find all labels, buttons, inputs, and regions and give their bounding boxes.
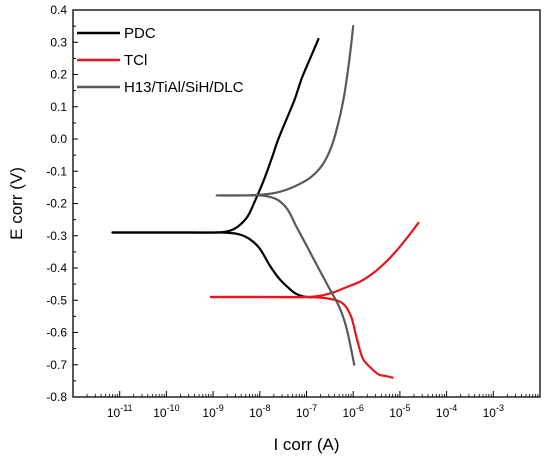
series-line-h13-tial-sih-dlc-branch-2 [215, 25, 355, 197]
y-tick-label: 0.0 [50, 132, 67, 146]
y-tick-label: -0.4 [46, 261, 67, 275]
series-line-pdc-branch-2 [111, 37, 320, 234]
legend: PDC TCl H13/TiAl/SiH/DLC [77, 25, 244, 96]
y-tick-label: -0.5 [46, 293, 67, 307]
axis-ticks: -0.8 -0.7 -0.6 -0.5 -0.4 -0.3 -0.2 -0.1 0.0 0.1 0.… [46, 3, 539, 420]
series-line-tcl-branch-2 [209, 295, 394, 379]
y-tick-label: -0.3 [46, 229, 67, 243]
legend-label-pdc: PDC [124, 25, 156, 42]
y-tick-label: -0.1 [46, 164, 67, 178]
y-tick-label: 0.3 [50, 35, 67, 49]
y-tick-label: 0.1 [50, 100, 67, 114]
y-axis-title: E corr (V) [7, 167, 26, 240]
y-tick-label: -0.6 [46, 326, 67, 340]
y-tick-label: -0.7 [46, 358, 67, 372]
legend-label-tcl: TCl [124, 52, 147, 69]
y-tick-label: 0.4 [50, 3, 67, 17]
series-layer [111, 25, 420, 379]
legend-label-h13-tial-sih-dlc: H13/TiAl/SiH/DLC [124, 79, 244, 96]
y-tick-label: 0.2 [50, 68, 67, 82]
y-tick-label: -0.2 [46, 197, 67, 211]
y-tick-label: -0.8 [46, 390, 67, 404]
plot-frame [72, 9, 541, 398]
x-axis-title: I corr (A) [273, 435, 339, 454]
